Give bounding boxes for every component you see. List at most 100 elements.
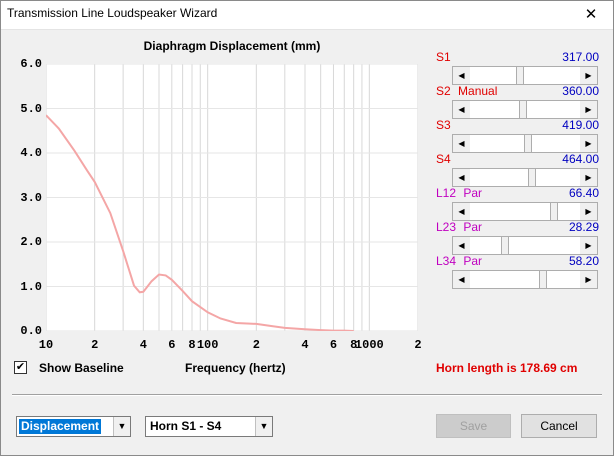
arrow-right-icon[interactable]: ▶	[580, 237, 597, 254]
slider-label-l12: L12 Par	[436, 186, 482, 200]
slider-mode: Par	[460, 254, 483, 268]
x-tick-label: 2	[252, 338, 260, 352]
x-tick-label: 4	[139, 338, 147, 352]
y-tick-label: 3.0	[20, 190, 42, 205]
arrow-left-icon[interactable]: ◀	[453, 169, 470, 186]
slider-track-left[interactable]	[470, 203, 550, 220]
show-baseline-checkbox[interactable]: ✔	[14, 361, 27, 374]
slider-name: S2	[436, 84, 451, 98]
slider-thumb[interactable]	[515, 67, 524, 84]
x-tick-label: 2	[91, 338, 99, 352]
horn-select[interactable]: Horn S1 - S4 ▼	[145, 416, 273, 437]
x-tick-label: 1000	[354, 338, 384, 352]
slider-thumb[interactable]	[524, 135, 533, 152]
slider-value-l12: 66.40	[568, 186, 599, 200]
slider-mode: Manual	[454, 84, 498, 98]
slider-value-s2: 360.00	[562, 84, 599, 98]
slider-track-left[interactable]	[470, 169, 529, 186]
x-axis-label: Frequency (hertz)	[185, 361, 286, 375]
slider-s2[interactable]: ◀ ▶	[452, 100, 598, 119]
slider-track-left[interactable]	[470, 237, 501, 254]
slider-track-right[interactable]	[508, 237, 580, 254]
cancel-button[interactable]: Cancel	[521, 414, 597, 438]
slider-name: L34	[436, 254, 457, 268]
arrow-right-icon[interactable]: ▶	[580, 101, 597, 118]
horn-select-value: Horn S1 - S4	[150, 419, 222, 433]
slider-mode: Par	[460, 186, 483, 200]
save-button[interactable]: Save	[436, 414, 511, 438]
series-line	[46, 114, 354, 331]
slider-thumb[interactable]	[549, 203, 558, 220]
slider-s1[interactable]: ◀ ▶	[452, 66, 598, 85]
slider-label-l34: L34 Par	[436, 254, 482, 268]
arrow-left-icon[interactable]: ◀	[453, 203, 470, 220]
arrow-left-icon[interactable]: ◀	[453, 135, 470, 152]
slider-track-left[interactable]	[470, 271, 540, 288]
arrow-right-icon[interactable]: ▶	[580, 271, 597, 288]
y-tick-label: 5.0	[20, 101, 42, 116]
slider-label-s3: S3	[436, 118, 451, 132]
arrow-right-icon[interactable]: ▶	[580, 67, 597, 84]
displacement-chart	[46, 64, 418, 331]
x-tick-label: 100	[196, 338, 219, 352]
slider-value-s1: 317.00	[562, 50, 599, 64]
slider-name: S1	[436, 50, 451, 64]
y-tick-label: 2.0	[20, 235, 42, 249]
chevron-down-icon[interactable]: ▼	[255, 417, 272, 436]
slider-value-l34: 58.20	[568, 254, 599, 268]
slider-name: L23	[436, 220, 457, 234]
x-tick-label: 6	[329, 338, 338, 352]
slider-label-s4: S4	[436, 152, 451, 166]
chevron-down-icon[interactable]: ▼	[113, 417, 130, 436]
slider-thumb[interactable]	[500, 237, 509, 254]
slider-s4[interactable]: ◀ ▶	[452, 168, 598, 187]
slider-mode: Par	[460, 220, 483, 234]
chart-title: Diaphragm Displacement (mm)	[143, 39, 321, 53]
arrow-left-icon[interactable]: ◀	[453, 271, 470, 288]
arrow-left-icon[interactable]: ◀	[453, 67, 470, 84]
horn-length-text: Horn length is 178.69 cm	[436, 361, 578, 375]
slider-l34[interactable]: ◀ ▶	[452, 270, 598, 289]
plot-type-select[interactable]: Displacement ▼	[16, 416, 131, 437]
y-tick-label: 6.0	[20, 57, 42, 71]
slider-track-right[interactable]	[547, 271, 580, 288]
show-baseline-label[interactable]: Show Baseline	[39, 361, 124, 375]
x-tick-label: 4	[301, 338, 309, 352]
y-tick-label: 0.0	[20, 324, 42, 338]
arrow-right-icon[interactable]: ▶	[580, 135, 597, 152]
x-tick-label: 8	[188, 338, 196, 352]
slider-track-right[interactable]	[523, 67, 580, 84]
arrow-right-icon[interactable]: ▶	[580, 169, 597, 186]
slider-track-left[interactable]	[470, 101, 519, 118]
x-tick-label: 8	[350, 338, 358, 352]
slider-thumb[interactable]	[528, 169, 537, 186]
slider-thumb[interactable]	[539, 271, 548, 288]
slider-track-left[interactable]	[470, 67, 516, 84]
slider-track-right[interactable]	[536, 169, 580, 186]
slider-label-s1: S1	[436, 50, 451, 64]
slider-name: L12	[436, 186, 457, 200]
slider-name: S3	[436, 118, 451, 132]
arrow-right-icon[interactable]: ▶	[580, 203, 597, 220]
arrow-left-icon[interactable]: ◀	[453, 237, 470, 254]
x-tick-label: 10	[38, 338, 54, 352]
slider-track-right[interactable]	[557, 203, 580, 220]
slider-name: S4	[436, 152, 451, 166]
plot-type-value: Displacement	[19, 419, 102, 434]
arrow-left-icon[interactable]: ◀	[453, 101, 470, 118]
x-tick-label: 6	[168, 338, 176, 352]
y-tick-label: 4.0	[20, 146, 42, 160]
slider-track-right[interactable]	[532, 135, 580, 152]
slider-track-left[interactable]	[470, 135, 525, 152]
slider-label-l23: L23 Par	[436, 220, 482, 234]
slider-l23[interactable]: ◀ ▶	[452, 236, 598, 255]
x-tick-label: 2	[414, 338, 422, 352]
slider-s3[interactable]: ◀ ▶	[452, 134, 598, 153]
slider-track-right[interactable]	[526, 101, 580, 118]
slider-thumb[interactable]	[518, 101, 527, 118]
slider-value-s3: 419.00	[562, 118, 599, 132]
y-tick-label: 1.0	[20, 279, 42, 294]
slider-value-s4: 464.00	[562, 152, 599, 166]
close-icon[interactable]: ✕	[584, 6, 598, 23]
slider-l12[interactable]: ◀ ▶	[452, 202, 598, 221]
